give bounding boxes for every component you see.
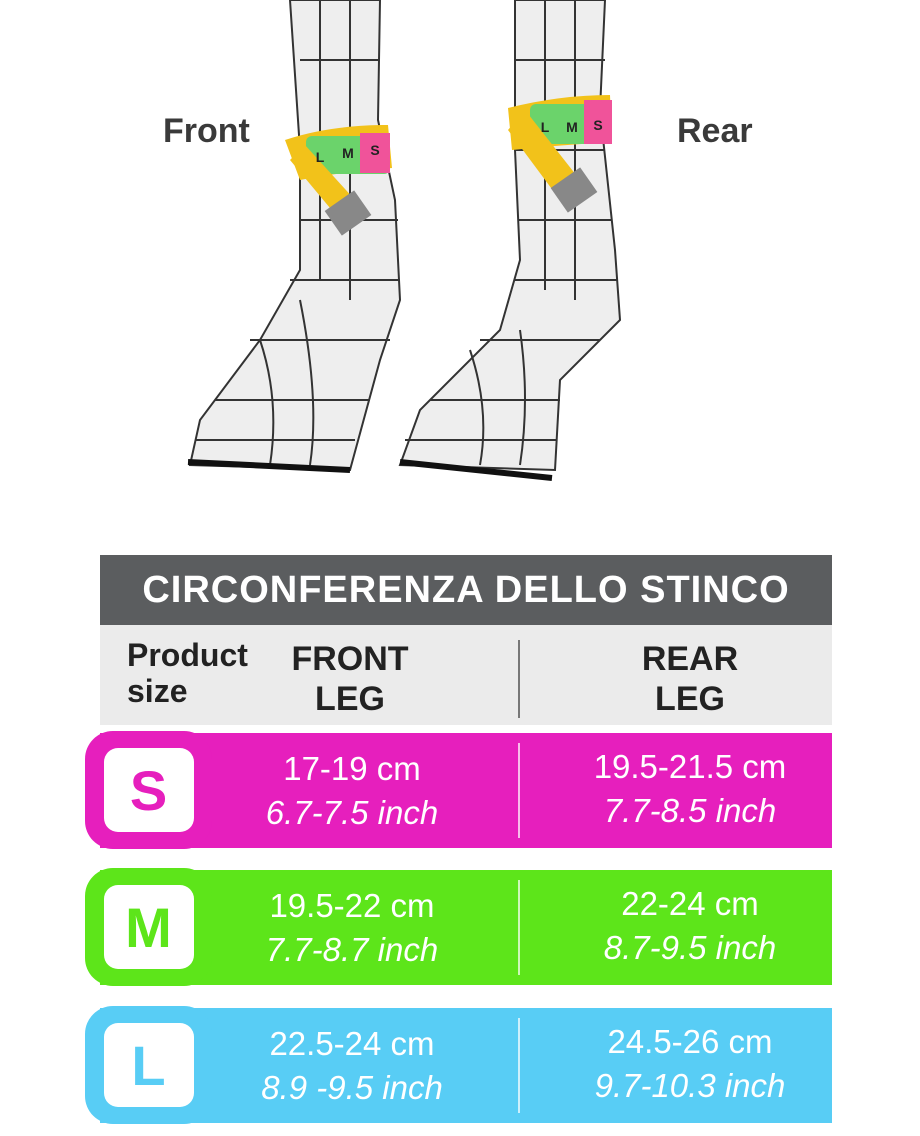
size-letter: L [103,1023,194,1107]
front-inch: 8.9 -9.5 inch [261,1069,443,1106]
front-cell: 22.5-24 cm 8.9 -9.5 inch [202,1022,502,1110]
front-inch: 6.7-7.5 inch [265,794,439,831]
rear-inch: 9.7-10.3 inch [594,1067,786,1104]
tape-letter: S [593,117,602,133]
rear-cell: 19.5-21.5 cm 7.7-8.5 inch [540,745,840,833]
tape-letter: L [316,149,325,165]
rear-leg [398,0,622,481]
table-title: CIRCONFERENZA DELLO STINCO [100,555,832,625]
front-cm: 17-19 cm [283,750,421,787]
tape-letter: S [370,142,379,158]
header-line: size [127,673,188,709]
rear-label: Rear [677,112,753,150]
front-leg-header: FRONT LEG [250,639,450,719]
separator [518,640,520,718]
tape-rear [508,95,612,213]
front-cell: 19.5-22 cm 7.7-8.7 inch [202,884,502,972]
rear-leg-header: REAR LEG [590,639,790,719]
header-line: LEG [315,680,385,718]
front-cm: 19.5-22 cm [269,887,435,924]
header-line: REAR [641,640,739,678]
tape-letter: M [566,119,578,135]
header-line: FRONT [291,640,409,678]
size-row: 19.5-22 cm 7.7-8.7 inch 22-24 cm 8.7-9.5 in… [100,870,832,985]
tape-letter: L [541,119,550,135]
size-badge: M [85,868,212,986]
product-size-header: Product size [127,637,248,709]
tape-front [285,125,392,236]
front-label: Front [163,112,250,150]
rear-inch: 8.7-9.5 inch [603,929,777,966]
table-header: Product size FRONT LEG REAR LEG [100,625,832,725]
size-row: 17-19 cm 6.7-7.5 inch 19.5-21.5 cm 7.7-8.5 … [100,733,832,848]
size-badge: L [85,1006,212,1124]
front-inch: 7.7-8.7 inch [265,931,439,968]
rear-cm: 24.5-26 cm [607,1023,773,1060]
header-line: LEG [655,680,725,718]
rear-cm: 22-24 cm [621,885,759,922]
size-row: 22.5-24 cm 8.9 -9.5 inch 24.5-26 cm 9.7-10.… [100,1008,832,1123]
size-letter: S [103,748,194,832]
tape-letters: L M S L M S [316,117,603,165]
rear-cell: 24.5-26 cm 9.7-10.3 inch [540,1020,840,1108]
header-line: Product [127,637,248,673]
separator [518,743,520,838]
front-cell: 17-19 cm 6.7-7.5 inch [202,747,502,835]
illustration: L M S L M S [187,0,622,481]
separator [518,1018,520,1113]
rear-cm: 19.5-21.5 cm [593,748,787,785]
rear-inch: 7.7-8.5 inch [603,792,777,829]
front-cm: 22.5-24 cm [269,1025,435,1062]
separator [518,880,520,975]
size-letter: M [103,885,194,969]
size-badge: S [85,731,212,849]
front-leg [187,0,402,473]
rear-cell: 22-24 cm 8.7-9.5 inch [540,882,840,970]
tape-letter: M [342,145,354,161]
